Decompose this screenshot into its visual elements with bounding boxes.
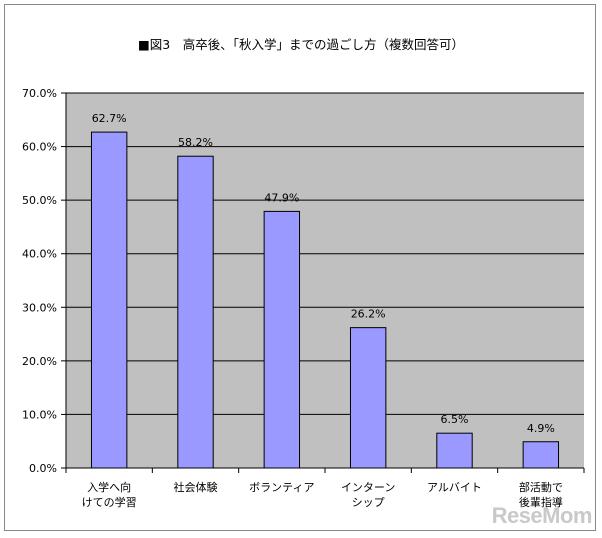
bar — [90, 131, 128, 469]
y-tick-label: 20.0% — [22, 355, 57, 368]
y-tick-label: 10.0% — [22, 408, 57, 421]
category-label: 後輩指導 — [519, 495, 563, 509]
y-tick-label: 30.0% — [22, 301, 57, 314]
category-label: アルバイト — [427, 481, 482, 494]
data-label: 47.9% — [264, 191, 299, 204]
data-label: 58.2% — [178, 136, 213, 149]
category-label: 社会体験 — [174, 480, 218, 494]
plot-area — [66, 93, 584, 468]
category-label: インターン — [341, 481, 395, 494]
data-label: 4.9% — [527, 422, 555, 435]
category-label: 部活動で — [519, 480, 563, 494]
data-label: 62.7% — [92, 112, 127, 125]
y-tick-label: 40.0% — [22, 248, 57, 261]
bar — [349, 327, 387, 469]
bar — [522, 441, 560, 469]
category-label: けての学習 — [82, 495, 137, 509]
data-label: 6.5% — [441, 413, 469, 426]
bar — [263, 210, 301, 469]
y-tick-label: 60.0% — [22, 141, 57, 154]
watermark-logo: ReseMom — [491, 503, 593, 528]
category-label: ボランティア — [249, 481, 314, 494]
bar — [177, 155, 214, 469]
y-tick-label: 50.0% — [22, 194, 57, 207]
category-label: 入学へ向 — [87, 480, 131, 494]
bar — [436, 432, 473, 469]
y-tick-label: 70.0% — [22, 87, 57, 100]
y-tick-label: 0.0% — [29, 462, 57, 475]
data-label: 26.2% — [351, 308, 386, 321]
category-label: シップ — [352, 496, 385, 509]
chart-title: ■図3 高卒後、「秋入学」までの過ごし方（複数回答可） — [137, 37, 464, 52]
